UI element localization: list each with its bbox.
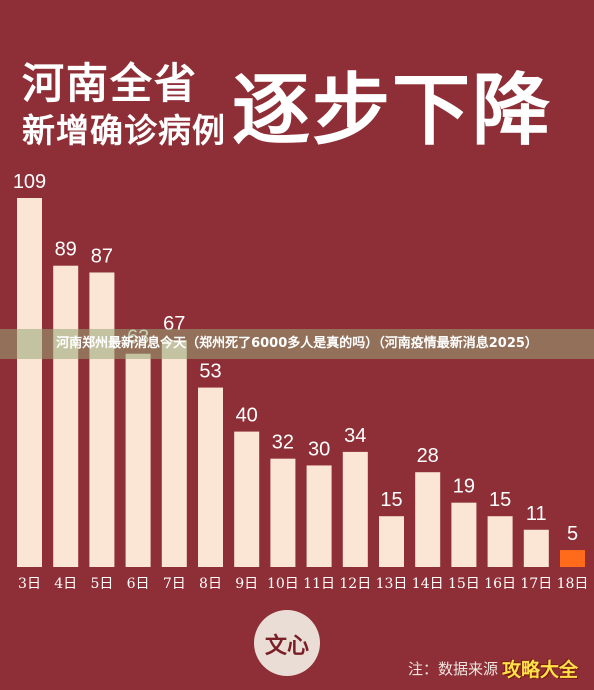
bar: [198, 387, 223, 567]
tick-label: 10日: [267, 576, 299, 592]
title-line2: 新增确诊病例: [22, 111, 226, 150]
tick-label: 18日: [557, 576, 589, 592]
logo: 文心: [254, 610, 320, 676]
tick-label: 11日: [303, 576, 335, 592]
bar: [415, 472, 441, 567]
bar: [487, 516, 513, 567]
overlay-banner: 河南郑州最新消息今天（郑州死了6000多人是真的吗）（河南疫情最新消息2025）: [0, 329, 594, 359]
tick-label: 5日: [90, 576, 113, 592]
data-label: 11: [526, 503, 547, 525]
tick-label: 8日: [199, 576, 222, 592]
tick-label: 16日: [484, 576, 516, 592]
bar: [560, 550, 585, 567]
data-label: 89: [55, 239, 77, 261]
tick-label: 7日: [163, 576, 186, 592]
tick-label: 17日: [520, 576, 552, 592]
data-label: 28: [417, 445, 439, 467]
logo-text: 文心: [264, 633, 309, 659]
title-line1: 河南全省: [22, 59, 199, 108]
data-label: 109: [13, 171, 46, 193]
bar: [53, 265, 79, 567]
title-emphasis: 逐步下降: [232, 66, 553, 156]
data-label: 87: [91, 245, 113, 267]
tick-label: 6日: [127, 576, 150, 592]
data-label: 15: [380, 489, 402, 511]
bar: [161, 340, 187, 567]
tick-label: 13日: [376, 576, 408, 592]
data-label: 32: [272, 432, 294, 454]
bar: [17, 198, 42, 567]
bar: [234, 431, 260, 567]
bar: [306, 465, 332, 567]
data-label: 15: [489, 489, 511, 511]
tick-label: 3日: [18, 576, 41, 592]
bar: [125, 353, 151, 567]
bar: [342, 451, 368, 567]
bar: [451, 502, 477, 567]
bar: [523, 529, 549, 567]
data-label: 5: [567, 523, 578, 545]
tick-label: 15日: [448, 576, 480, 592]
footnote: 注：数据来源: [408, 660, 499, 678]
tick-label: 4日: [54, 576, 77, 592]
bar: [379, 516, 404, 567]
data-label: 40: [236, 405, 258, 427]
tick-label: 12日: [339, 576, 371, 592]
tick-label: 9日: [235, 576, 258, 592]
data-label: 34: [344, 425, 366, 447]
bar: [270, 458, 296, 567]
bar: [89, 272, 115, 567]
data-label: 19: [453, 476, 475, 498]
data-label: 53: [199, 361, 221, 383]
bar-chart: 1093日894日875日636日677日538日409日3210日3011日3…: [13, 171, 589, 592]
data-label: 30: [308, 438, 330, 460]
watermark: 攻略大全: [502, 659, 579, 681]
tick-label: 14日: [412, 576, 444, 592]
